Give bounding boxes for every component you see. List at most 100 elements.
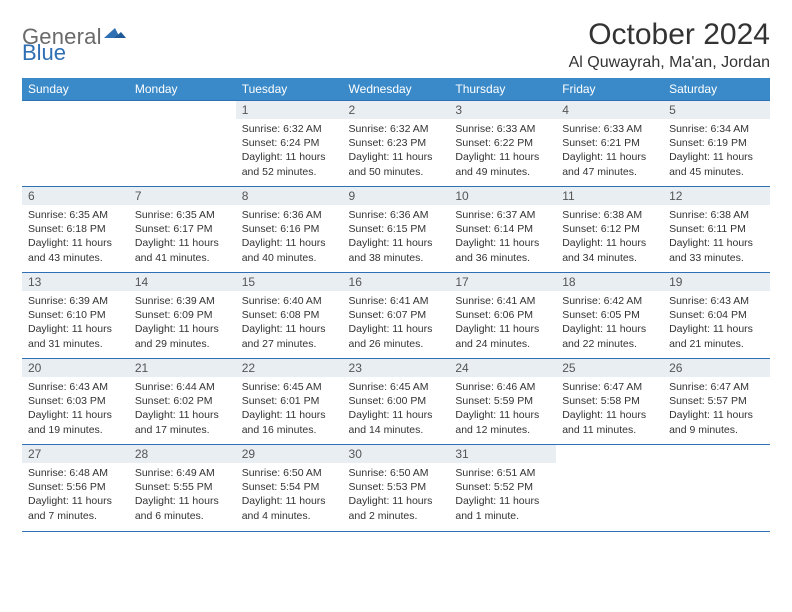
sunset-line: Sunset: 6:12 PM <box>562 222 657 236</box>
sunrise-line: Sunrise: 6:33 AM <box>562 122 657 136</box>
day-number: 24 <box>449 359 556 377</box>
sunset-line: Sunset: 6:14 PM <box>455 222 550 236</box>
calendar-cell: 11Sunrise: 6:38 AMSunset: 6:12 PMDayligh… <box>556 187 663 273</box>
sunrise-line: Sunrise: 6:34 AM <box>669 122 764 136</box>
sunset-line: Sunset: 6:00 PM <box>349 394 444 408</box>
location-subtitle: Al Quwayrah, Ma'an, Jordan <box>569 54 770 72</box>
daylight-line: Daylight: 11 hours and 33 minutes. <box>669 236 764 264</box>
sunset-line: Sunset: 5:52 PM <box>455 480 550 494</box>
daylight-line: Daylight: 11 hours and 2 minutes. <box>349 494 444 522</box>
day-number: 5 <box>663 101 770 119</box>
day-number: 27 <box>22 445 129 463</box>
daylight-line: Daylight: 11 hours and 43 minutes. <box>28 236 123 264</box>
calendar-row: 20Sunrise: 6:43 AMSunset: 6:03 PMDayligh… <box>22 359 770 445</box>
calendar-page: General October 2024 Al Quwayrah, Ma'an,… <box>0 0 792 542</box>
col-wednesday: Wednesday <box>343 78 450 101</box>
calendar-cell: 28Sunrise: 6:49 AMSunset: 5:55 PMDayligh… <box>129 445 236 531</box>
daylight-line: Daylight: 11 hours and 22 minutes. <box>562 322 657 350</box>
calendar-cell: 4Sunrise: 6:33 AMSunset: 6:21 PMDaylight… <box>556 101 663 187</box>
daylight-line: Daylight: 11 hours and 27 minutes. <box>242 322 337 350</box>
sunset-line: Sunset: 6:23 PM <box>349 136 444 150</box>
day-number: 2 <box>343 101 450 119</box>
sunrise-line: Sunrise: 6:35 AM <box>135 208 230 222</box>
day-details: Sunrise: 6:39 AMSunset: 6:09 PMDaylight:… <box>129 291 236 355</box>
day-number: 25 <box>556 359 663 377</box>
col-thursday: Thursday <box>449 78 556 101</box>
day-number: 26 <box>663 359 770 377</box>
sunrise-line: Sunrise: 6:32 AM <box>349 122 444 136</box>
calendar-cell <box>129 101 236 187</box>
brand-part2: Blue <box>22 40 66 65</box>
sunrise-line: Sunrise: 6:38 AM <box>562 208 657 222</box>
sunrise-line: Sunrise: 6:43 AM <box>28 380 123 394</box>
sunrise-line: Sunrise: 6:37 AM <box>455 208 550 222</box>
day-details: Sunrise: 6:38 AMSunset: 6:11 PMDaylight:… <box>663 205 770 269</box>
day-number: 10 <box>449 187 556 205</box>
daylight-line: Daylight: 11 hours and 21 minutes. <box>669 322 764 350</box>
daylight-line: Daylight: 11 hours and 26 minutes. <box>349 322 444 350</box>
day-details: Sunrise: 6:51 AMSunset: 5:52 PMDaylight:… <box>449 463 556 527</box>
calendar-row: 6Sunrise: 6:35 AMSunset: 6:18 PMDaylight… <box>22 187 770 273</box>
calendar-cell: 30Sunrise: 6:50 AMSunset: 5:53 PMDayligh… <box>343 445 450 531</box>
daylight-line: Daylight: 11 hours and 34 minutes. <box>562 236 657 264</box>
sunset-line: Sunset: 6:08 PM <box>242 308 337 322</box>
daylight-line: Daylight: 11 hours and 45 minutes. <box>669 150 764 178</box>
weekday-header-row: Sunday Monday Tuesday Wednesday Thursday… <box>22 78 770 101</box>
day-details: Sunrise: 6:40 AMSunset: 6:08 PMDaylight:… <box>236 291 343 355</box>
daylight-line: Daylight: 11 hours and 14 minutes. <box>349 408 444 436</box>
calendar-cell: 1Sunrise: 6:32 AMSunset: 6:24 PMDaylight… <box>236 101 343 187</box>
sunset-line: Sunset: 5:53 PM <box>349 480 444 494</box>
day-number: 9 <box>343 187 450 205</box>
calendar-body: 1Sunrise: 6:32 AMSunset: 6:24 PMDaylight… <box>22 101 770 531</box>
day-details: Sunrise: 6:42 AMSunset: 6:05 PMDaylight:… <box>556 291 663 355</box>
day-number: 6 <box>22 187 129 205</box>
daylight-line: Daylight: 11 hours and 16 minutes. <box>242 408 337 436</box>
sunrise-line: Sunrise: 6:49 AM <box>135 466 230 480</box>
day-details: Sunrise: 6:34 AMSunset: 6:19 PMDaylight:… <box>663 119 770 183</box>
sunrise-line: Sunrise: 6:33 AM <box>455 122 550 136</box>
day-number: 8 <box>236 187 343 205</box>
daylight-line: Daylight: 11 hours and 24 minutes. <box>455 322 550 350</box>
day-number: 4 <box>556 101 663 119</box>
daylight-line: Daylight: 11 hours and 40 minutes. <box>242 236 337 264</box>
daylight-line: Daylight: 11 hours and 12 minutes. <box>455 408 550 436</box>
sunrise-line: Sunrise: 6:32 AM <box>242 122 337 136</box>
col-friday: Friday <box>556 78 663 101</box>
calendar-cell: 13Sunrise: 6:39 AMSunset: 6:10 PMDayligh… <box>22 273 129 359</box>
day-number: 12 <box>663 187 770 205</box>
day-number: 29 <box>236 445 343 463</box>
daylight-line: Daylight: 11 hours and 7 minutes. <box>28 494 123 522</box>
day-number: 21 <box>129 359 236 377</box>
sunset-line: Sunset: 6:04 PM <box>669 308 764 322</box>
day-number: 7 <box>129 187 236 205</box>
sunrise-line: Sunrise: 6:41 AM <box>455 294 550 308</box>
calendar-cell <box>556 445 663 531</box>
sunrise-line: Sunrise: 6:50 AM <box>242 466 337 480</box>
sunset-line: Sunset: 6:01 PM <box>242 394 337 408</box>
calendar-cell: 17Sunrise: 6:41 AMSunset: 6:06 PMDayligh… <box>449 273 556 359</box>
calendar-cell: 22Sunrise: 6:45 AMSunset: 6:01 PMDayligh… <box>236 359 343 445</box>
day-details: Sunrise: 6:35 AMSunset: 6:18 PMDaylight:… <box>22 205 129 269</box>
day-details: Sunrise: 6:32 AMSunset: 6:24 PMDaylight:… <box>236 119 343 183</box>
sunrise-line: Sunrise: 6:45 AM <box>349 380 444 394</box>
daylight-line: Daylight: 11 hours and 52 minutes. <box>242 150 337 178</box>
sunset-line: Sunset: 6:24 PM <box>242 136 337 150</box>
day-number: 31 <box>449 445 556 463</box>
calendar-cell: 12Sunrise: 6:38 AMSunset: 6:11 PMDayligh… <box>663 187 770 273</box>
sunrise-line: Sunrise: 6:50 AM <box>349 466 444 480</box>
sunset-line: Sunset: 5:58 PM <box>562 394 657 408</box>
day-number: 20 <box>22 359 129 377</box>
page-title: October 2024 <box>569 18 770 52</box>
daylight-line: Daylight: 11 hours and 11 minutes. <box>562 408 657 436</box>
day-number: 19 <box>663 273 770 291</box>
sunrise-line: Sunrise: 6:36 AM <box>242 208 337 222</box>
day-number: 1 <box>236 101 343 119</box>
sunset-line: Sunset: 6:02 PM <box>135 394 230 408</box>
sunrise-line: Sunrise: 6:51 AM <box>455 466 550 480</box>
calendar-cell: 15Sunrise: 6:40 AMSunset: 6:08 PMDayligh… <box>236 273 343 359</box>
calendar-row: 13Sunrise: 6:39 AMSunset: 6:10 PMDayligh… <box>22 273 770 359</box>
calendar-cell: 10Sunrise: 6:37 AMSunset: 6:14 PMDayligh… <box>449 187 556 273</box>
calendar-cell: 6Sunrise: 6:35 AMSunset: 6:18 PMDaylight… <box>22 187 129 273</box>
calendar-cell: 7Sunrise: 6:35 AMSunset: 6:17 PMDaylight… <box>129 187 236 273</box>
calendar-cell: 21Sunrise: 6:44 AMSunset: 6:02 PMDayligh… <box>129 359 236 445</box>
